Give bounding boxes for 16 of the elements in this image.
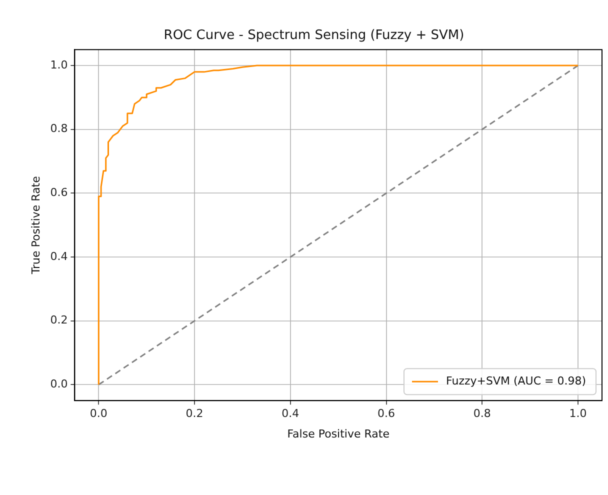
y-tick-label: 0.6 bbox=[50, 186, 68, 200]
x-tick-label: 1.0 bbox=[569, 407, 587, 420]
x-tick-label: 0.6 bbox=[378, 407, 396, 420]
y-axis-title: True Positive Rate bbox=[29, 176, 42, 276]
x-tick-label: 0.2 bbox=[186, 407, 204, 420]
y-tick-label: 0.0 bbox=[50, 378, 68, 391]
legend-label: Fuzzy+SVM (AUC = 0.98) bbox=[446, 374, 586, 388]
y-tick-label: 0.4 bbox=[50, 250, 68, 263]
x-tick-label: 0.4 bbox=[282, 407, 300, 420]
y-tick-label: 0.2 bbox=[50, 314, 68, 327]
x-tick-label: 0.0 bbox=[90, 407, 108, 420]
x-axis-title: False Positive Rate bbox=[287, 427, 390, 440]
x-tick-label: 0.8 bbox=[473, 407, 491, 420]
y-tick-label: 0.8 bbox=[50, 122, 68, 136]
chart-title: ROC Curve - Spectrum Sensing (Fuzzy + SVM) bbox=[164, 28, 464, 44]
y-tick-label: 1.0 bbox=[50, 58, 68, 72]
